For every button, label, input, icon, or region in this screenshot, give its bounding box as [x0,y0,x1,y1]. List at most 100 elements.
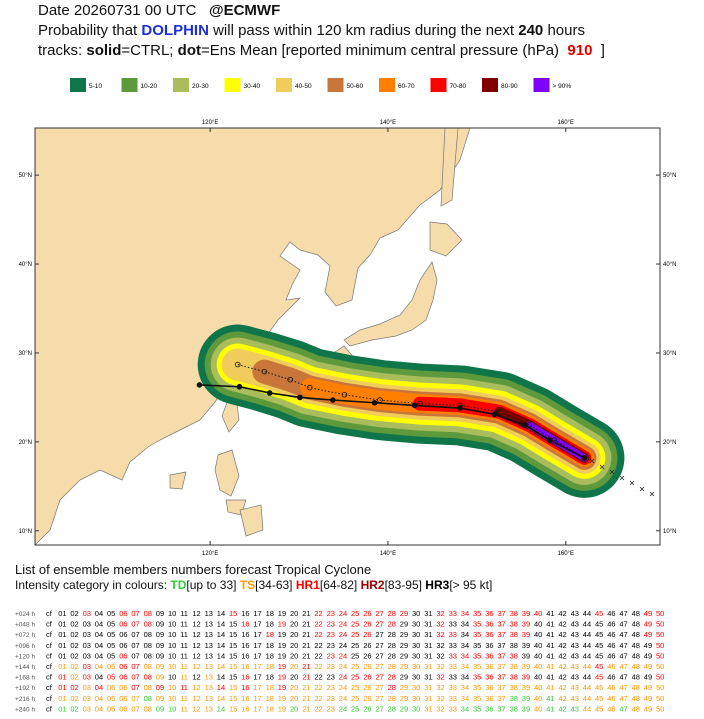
member-number: 27 [375,683,383,692]
member-number: 27 [375,651,383,660]
member-number: cf [46,630,53,639]
member-number: 49 [644,694,652,703]
member-number: 30 [412,609,420,618]
member-number: 47 [619,651,627,660]
member-number: 40 [534,630,542,639]
legend-label: 40-50 [295,83,312,90]
member-number: 36 [485,673,493,682]
member-number: 06 [119,683,127,692]
member-number: 06 [119,620,127,629]
member-number: 21 [302,641,310,650]
text: hours [547,22,585,39]
member-number: 49 [644,651,652,660]
member-number: 39 [522,620,530,629]
track-line [237,364,585,459]
member-number: 50 [656,673,664,682]
member-number: 01 [58,662,66,671]
member-number: 38 [510,651,518,660]
member-number: 08 [144,673,152,682]
member-number: 27 [375,630,383,639]
member-number: 33 [449,620,457,629]
member-number: 23 [327,641,335,650]
member-number: 37 [497,651,505,660]
member-number: cf [46,704,53,713]
member-number: 09 [156,694,164,703]
member-number: 11 [180,662,188,671]
text: will pass within 120 km radius during th… [213,22,515,39]
member-number: 15 [229,651,237,660]
member-number: 21 [302,704,310,713]
member-number: cf [46,694,53,703]
member-number: 40 [534,673,542,682]
member-number: 41 [546,609,554,618]
member-number: 29 [400,662,408,671]
member-number: 16 [241,641,249,650]
member-number: 24 [339,609,347,618]
member-number: 14 [217,704,225,713]
member-number: 28 [388,630,396,639]
track-point [341,391,348,398]
member-number: 35 [473,683,481,692]
member-number: 02 [70,641,78,650]
member-number: 29 [400,620,408,629]
member-number: 29 [400,641,408,650]
member-number: 17 [253,651,261,660]
row-label: +072 h [15,632,35,639]
member-number: 06 [119,694,127,703]
member-number: 42 [558,641,566,650]
legend-label: 5-10 [89,83,102,90]
member-number: 28 [388,620,396,629]
member-number: 11 [180,641,188,650]
row-label: +168 h [15,675,35,682]
track-point [546,437,553,443]
member-number: 02 [70,704,78,713]
row-label: +192 h [15,685,35,692]
member-number: 20 [290,630,298,639]
member-number: 08 [144,683,152,692]
member-number: 03 [83,620,91,629]
member-number: 10 [168,662,176,671]
member-number: 19 [278,609,286,618]
track-point [330,397,336,403]
member-number: 48 [632,704,640,713]
lat-label: 20°N [663,440,676,446]
member-number: 31 [424,704,432,713]
member-number: 22 [314,630,322,639]
member-number: 32 [436,694,444,703]
member-number: 43 [571,673,579,682]
track-point [234,361,241,368]
member-number: cf [46,641,53,650]
member-number: 04 [95,683,103,692]
member-number: 15 [229,683,237,692]
member-number: 18 [266,694,274,703]
member-number: 22 [314,673,322,682]
member-number: 23 [327,651,335,660]
member-number: 01 [58,609,66,618]
member-number: 09 [156,641,164,650]
member-number: 38 [510,662,518,671]
member-number: 48 [632,641,640,650]
legend-swatch [430,78,447,92]
lon-label: 140°E [380,120,396,126]
member-number: 17 [253,694,261,703]
member-number: 21 [302,694,310,703]
member-number: 25 [351,620,359,629]
member-number: 25 [351,683,359,692]
legend-label: 80-90 [501,83,518,90]
member-number: 08 [144,609,152,618]
member-number: 22 [314,704,322,713]
member-number: 18 [266,683,274,692]
member-number: 15 [229,630,237,639]
member-number: 09 [156,662,164,671]
member-number: 08 [144,630,152,639]
member-number: 03 [83,651,91,660]
legend-swatch [379,78,395,92]
member-number: 16 [241,662,249,671]
member-number: 48 [632,630,640,639]
member-number: 01 [58,683,66,692]
member-number: 27 [375,694,383,703]
member-number: 18 [266,673,274,682]
member-number: 06 [119,609,127,618]
member-number: 47 [619,609,627,618]
lon-label: 120°E [202,120,218,126]
